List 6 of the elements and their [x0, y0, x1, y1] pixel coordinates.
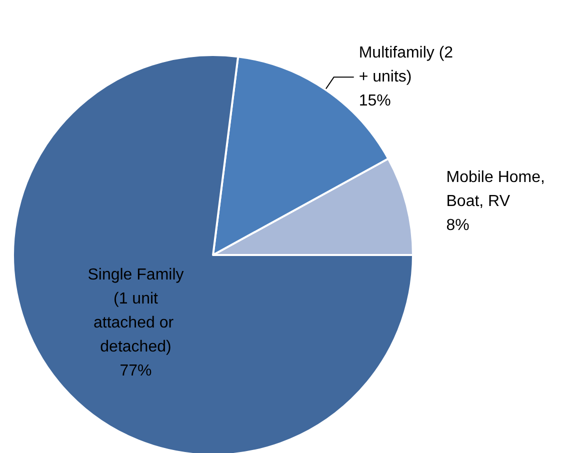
slice-label: Mobile Home, Boat, RV — [446, 169, 550, 210]
data-label: 15% — [358, 92, 391, 110]
data-label: 8% — [446, 217, 470, 234]
data-label: 77% — [120, 362, 152, 380]
slice-label: Single Family (1 unit attached or detached) — [88, 266, 184, 356]
slice-label: Multifamily (2 + units) — [358, 44, 458, 86]
